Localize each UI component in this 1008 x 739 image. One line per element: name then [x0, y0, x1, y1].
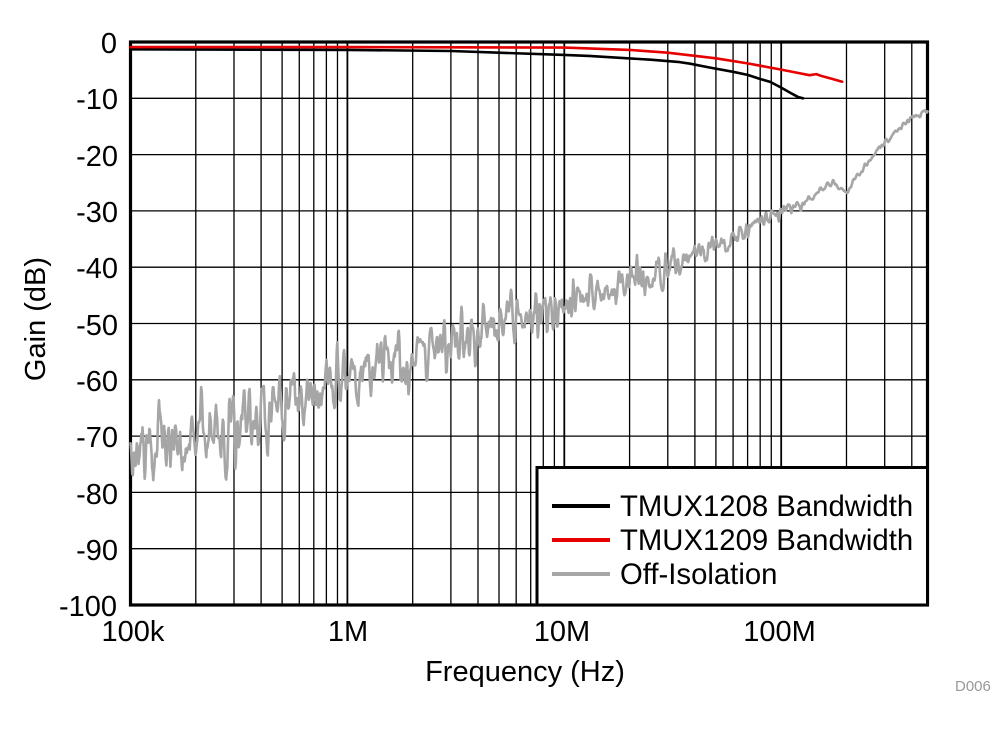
svg-text:TMUX1208 Bandwidth: TMUX1208 Bandwidth [620, 490, 913, 523]
svg-text:TMUX1209 Bandwidth: TMUX1209 Bandwidth [620, 524, 913, 557]
svg-text:Off-Isolation: Off-Isolation [620, 558, 777, 591]
